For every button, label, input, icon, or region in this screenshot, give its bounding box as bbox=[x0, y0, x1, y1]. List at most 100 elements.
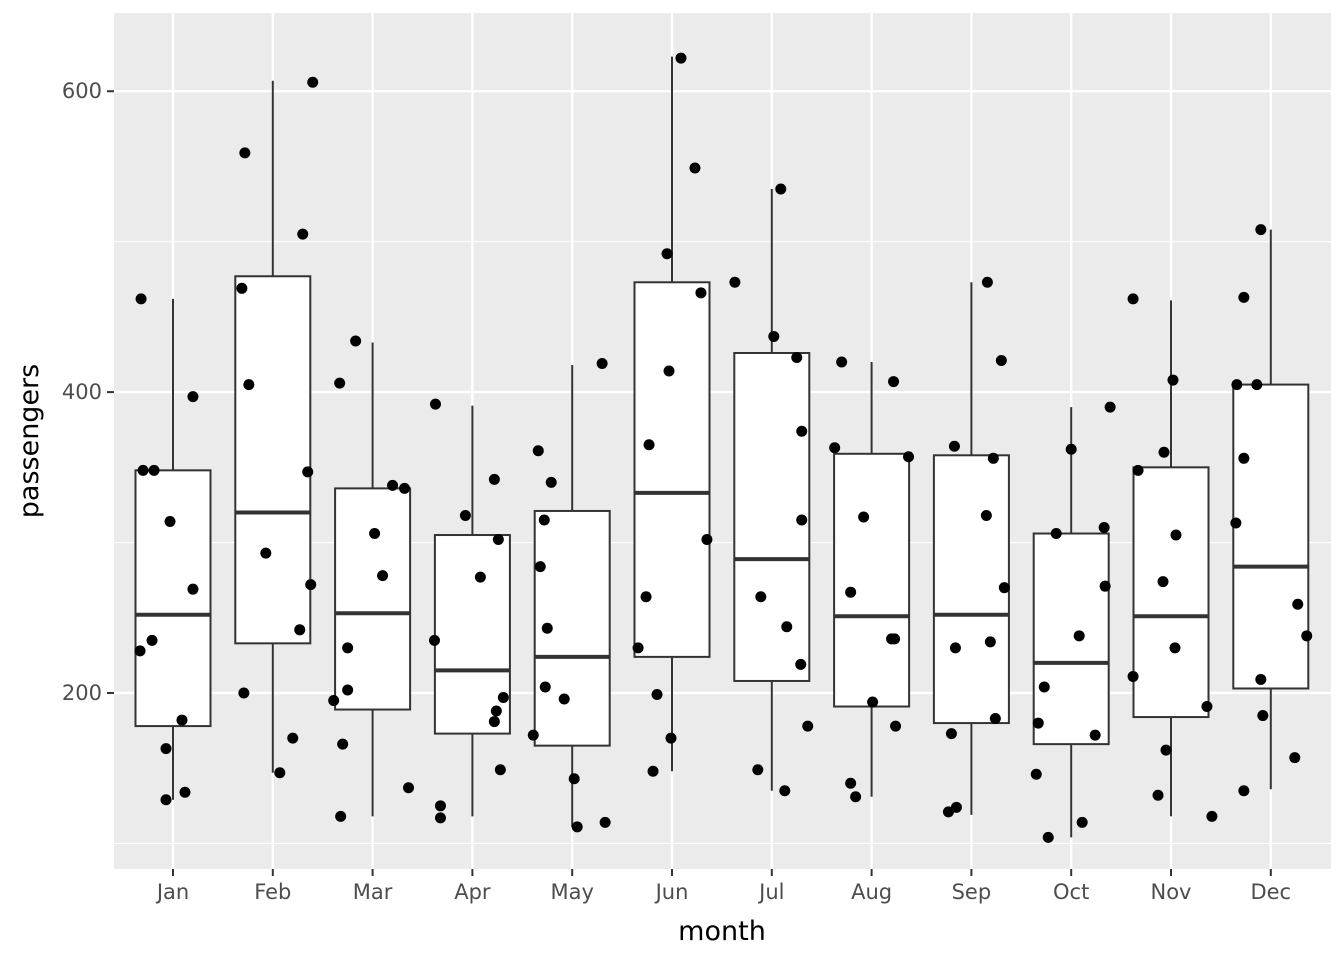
data-point bbox=[558, 693, 570, 705]
data-point bbox=[1157, 576, 1169, 588]
data-point bbox=[1127, 293, 1139, 305]
data-point bbox=[889, 633, 901, 645]
data-point bbox=[599, 816, 611, 828]
data-point bbox=[568, 773, 580, 785]
data-point bbox=[998, 582, 1010, 594]
data-point bbox=[632, 642, 644, 654]
data-point bbox=[643, 439, 655, 451]
data-point bbox=[1050, 528, 1062, 540]
x-tick-label: Jun bbox=[654, 880, 689, 904]
data-point bbox=[428, 634, 440, 646]
data-point bbox=[1206, 810, 1218, 822]
data-point bbox=[981, 276, 993, 288]
box bbox=[1232, 383, 1310, 690]
data-point bbox=[1251, 379, 1263, 391]
data-point bbox=[1238, 785, 1250, 797]
data-point bbox=[243, 379, 255, 391]
x-tick-label: Mar bbox=[353, 880, 393, 904]
data-point bbox=[494, 764, 506, 776]
data-point bbox=[429, 398, 441, 410]
data-point bbox=[1230, 517, 1242, 529]
data-point bbox=[596, 358, 608, 370]
data-point bbox=[1038, 681, 1050, 693]
data-point bbox=[1167, 374, 1179, 386]
data-point bbox=[651, 688, 663, 700]
data-point bbox=[307, 76, 319, 88]
data-point bbox=[858, 511, 870, 523]
data-point bbox=[179, 786, 191, 798]
data-point bbox=[802, 720, 814, 732]
data-point bbox=[647, 765, 659, 777]
data-point bbox=[148, 464, 160, 476]
data-point bbox=[775, 183, 787, 195]
data-point bbox=[328, 695, 340, 707]
data-point bbox=[1032, 717, 1044, 729]
data-point bbox=[387, 479, 399, 491]
data-point bbox=[950, 801, 962, 813]
data-point bbox=[334, 377, 346, 389]
data-point bbox=[297, 228, 309, 240]
boxes bbox=[134, 56, 1310, 838]
x-tick-label: Nov bbox=[1151, 880, 1192, 904]
data-point bbox=[571, 821, 583, 833]
box bbox=[433, 534, 511, 735]
data-point bbox=[474, 571, 486, 583]
data-point bbox=[134, 645, 146, 657]
data-point bbox=[294, 624, 306, 636]
data-point bbox=[795, 658, 807, 670]
data-point bbox=[1201, 701, 1213, 713]
grid-minor bbox=[114, 241, 1331, 845]
data-point bbox=[867, 696, 879, 708]
data-point bbox=[260, 547, 272, 559]
x-tick-label: Dec bbox=[1250, 880, 1291, 904]
data-point bbox=[1169, 642, 1181, 654]
box bbox=[733, 351, 811, 682]
data-point bbox=[1301, 630, 1313, 642]
data-point bbox=[239, 147, 251, 159]
box bbox=[134, 469, 212, 728]
data-point bbox=[369, 528, 381, 540]
data-point bbox=[665, 732, 677, 744]
data-point bbox=[661, 248, 673, 260]
data-point bbox=[796, 425, 808, 437]
data-point bbox=[1076, 816, 1088, 828]
data-point bbox=[984, 636, 996, 648]
data-point bbox=[160, 794, 172, 806]
data-point bbox=[1030, 768, 1042, 780]
box bbox=[833, 452, 911, 708]
data-point bbox=[1132, 464, 1144, 476]
data-point bbox=[1289, 752, 1301, 764]
data-point bbox=[302, 466, 314, 478]
data-point bbox=[948, 440, 960, 452]
data-point bbox=[335, 810, 347, 822]
x-tick-label: Feb bbox=[254, 880, 291, 904]
data-point bbox=[845, 586, 857, 598]
y-axis-title: passengers bbox=[14, 364, 45, 518]
data-point bbox=[164, 515, 176, 527]
x-tick-label: Jul bbox=[757, 880, 784, 904]
data-point bbox=[791, 352, 803, 364]
data-point bbox=[829, 442, 841, 454]
data-point bbox=[135, 293, 147, 305]
data-point bbox=[1231, 379, 1243, 391]
data-point bbox=[176, 714, 188, 726]
data-point bbox=[534, 561, 546, 573]
data-point bbox=[545, 476, 557, 488]
x-tick-label: May bbox=[550, 880, 593, 904]
data-point bbox=[779, 785, 791, 797]
data-point bbox=[490, 705, 502, 717]
data-point bbox=[238, 687, 250, 699]
box bbox=[1032, 532, 1110, 746]
data-point bbox=[236, 282, 248, 294]
data-point bbox=[459, 509, 471, 521]
points bbox=[134, 52, 1313, 843]
data-point bbox=[640, 591, 652, 603]
data-point bbox=[1255, 673, 1267, 685]
data-point bbox=[403, 782, 415, 794]
x-tick-label: Aug bbox=[851, 880, 892, 904]
data-point bbox=[890, 720, 902, 732]
x-axis: Jan Feb Mar Apr May Jun Jul Aug Sep Oct Nov Dec bbox=[155, 869, 1291, 904]
data-point bbox=[949, 642, 961, 654]
data-point bbox=[274, 767, 286, 779]
data-point bbox=[488, 473, 500, 485]
